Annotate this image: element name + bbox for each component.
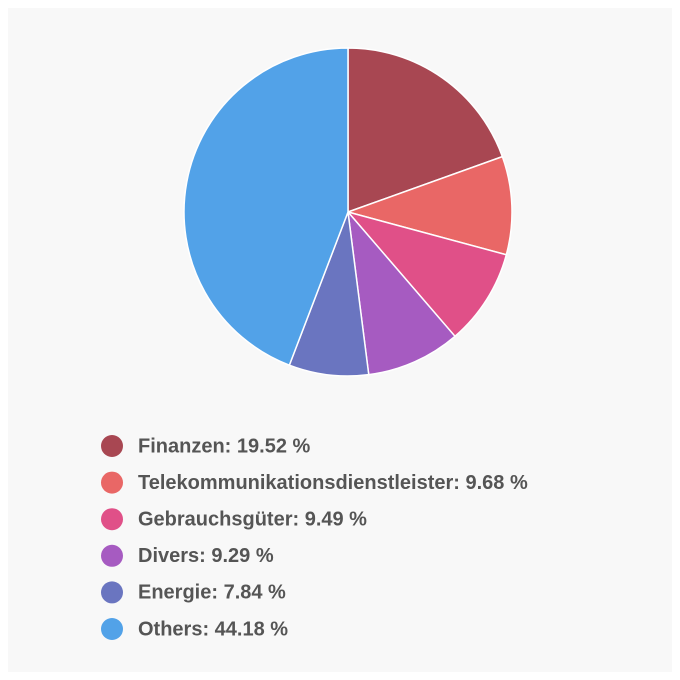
legend-label: Divers: 9.29 % bbox=[138, 545, 274, 567]
pie-slice bbox=[183, 47, 349, 367]
legend-label: Finanzen: 19.52 % bbox=[138, 435, 310, 457]
legend-label: Energie: 7.84 % bbox=[138, 582, 286, 604]
pie-slice bbox=[345, 155, 513, 256]
legend-marker bbox=[101, 471, 123, 494]
pie-slice bbox=[346, 209, 457, 376]
legend-marker bbox=[101, 618, 123, 640]
legend-label: Others: 44.18 % bbox=[138, 618, 288, 640]
legend-marker bbox=[101, 508, 123, 531]
pie-slice bbox=[345, 210, 508, 338]
legend-label: Telekommunikationsdienstleister: 9.68 % bbox=[138, 472, 528, 494]
legend-label: Gebrauchsgüter: 9.49 % bbox=[138, 508, 367, 530]
legend-marker bbox=[101, 435, 123, 457]
legend-marker bbox=[101, 544, 123, 567]
legend-marker bbox=[101, 581, 123, 604]
pie-slice bbox=[347, 47, 504, 214]
